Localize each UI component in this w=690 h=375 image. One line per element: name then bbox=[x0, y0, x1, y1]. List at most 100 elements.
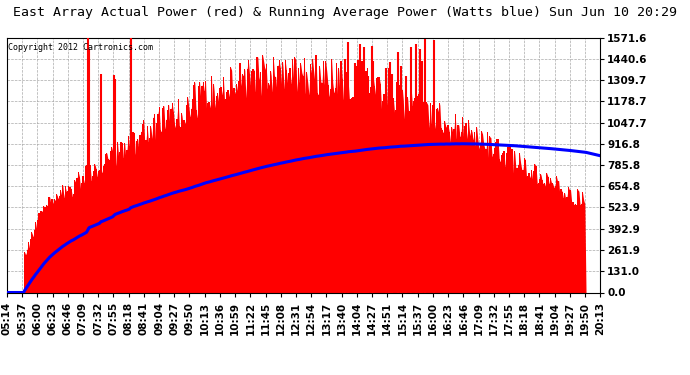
Bar bbox=[356, 66, 357, 292]
Bar bbox=[164, 129, 166, 292]
Bar bbox=[312, 58, 313, 292]
Bar bbox=[506, 153, 507, 292]
Bar bbox=[394, 113, 395, 292]
Bar bbox=[482, 134, 483, 292]
Bar bbox=[293, 78, 294, 292]
Bar bbox=[425, 112, 426, 292]
Bar bbox=[148, 142, 149, 292]
Bar bbox=[415, 44, 417, 292]
Bar bbox=[269, 86, 270, 292]
Bar bbox=[348, 99, 350, 292]
Bar bbox=[177, 99, 179, 292]
Bar bbox=[213, 84, 215, 292]
Bar bbox=[129, 146, 130, 292]
Bar bbox=[526, 178, 527, 292]
Bar bbox=[253, 69, 254, 292]
Bar bbox=[437, 108, 438, 292]
Bar bbox=[484, 149, 486, 292]
Bar bbox=[452, 134, 453, 292]
Bar bbox=[215, 96, 217, 292]
Bar bbox=[450, 141, 451, 292]
Bar bbox=[481, 131, 482, 292]
Bar bbox=[182, 123, 184, 292]
Bar bbox=[146, 141, 147, 292]
Bar bbox=[545, 186, 546, 292]
Bar bbox=[319, 66, 320, 292]
Bar bbox=[540, 174, 542, 292]
Bar bbox=[326, 71, 327, 292]
Bar bbox=[391, 86, 392, 292]
Bar bbox=[440, 128, 442, 292]
Bar bbox=[162, 108, 164, 292]
Bar bbox=[136, 141, 137, 292]
Bar bbox=[355, 63, 356, 292]
Bar bbox=[289, 69, 290, 292]
Bar bbox=[207, 103, 208, 292]
Bar bbox=[279, 60, 280, 292]
Bar bbox=[184, 120, 185, 292]
Bar bbox=[335, 88, 336, 292]
Bar bbox=[573, 205, 575, 292]
Bar bbox=[270, 70, 271, 292]
Bar bbox=[281, 85, 282, 292]
Bar bbox=[306, 72, 307, 292]
Bar bbox=[267, 88, 268, 292]
Bar bbox=[154, 114, 155, 292]
Bar bbox=[255, 92, 256, 292]
Bar bbox=[519, 153, 520, 292]
Bar bbox=[249, 74, 250, 292]
Bar bbox=[508, 147, 509, 292]
Bar bbox=[572, 202, 573, 292]
Bar bbox=[373, 77, 374, 292]
Bar bbox=[211, 76, 212, 292]
Bar bbox=[412, 106, 413, 292]
Bar bbox=[161, 132, 162, 292]
Bar bbox=[99, 170, 100, 292]
Bar bbox=[86, 165, 87, 292]
Bar bbox=[553, 188, 555, 292]
Bar bbox=[401, 118, 402, 292]
Bar bbox=[368, 106, 369, 292]
Bar bbox=[560, 189, 562, 292]
Bar bbox=[93, 171, 95, 292]
Bar bbox=[239, 63, 241, 292]
Bar bbox=[87, 166, 88, 292]
Bar bbox=[535, 166, 537, 292]
Bar bbox=[486, 132, 488, 292]
Bar bbox=[220, 87, 221, 292]
Bar bbox=[156, 123, 157, 292]
Bar bbox=[470, 136, 471, 292]
Bar bbox=[119, 152, 121, 292]
Bar bbox=[79, 177, 80, 292]
Bar bbox=[491, 156, 493, 292]
Bar bbox=[532, 179, 533, 292]
Bar bbox=[224, 100, 225, 292]
Bar bbox=[244, 69, 246, 292]
Bar bbox=[350, 99, 351, 292]
Bar bbox=[363, 69, 364, 292]
Bar bbox=[128, 136, 129, 292]
Bar bbox=[407, 97, 408, 292]
Bar bbox=[439, 104, 440, 292]
Bar bbox=[396, 82, 397, 292]
Bar bbox=[116, 166, 117, 292]
Bar bbox=[121, 143, 123, 292]
Bar bbox=[324, 84, 325, 292]
Bar bbox=[66, 192, 67, 292]
Bar bbox=[422, 102, 424, 292]
Bar bbox=[199, 82, 200, 292]
Bar bbox=[428, 128, 430, 292]
Bar bbox=[24, 252, 26, 292]
Bar bbox=[364, 88, 366, 292]
Bar bbox=[264, 70, 266, 292]
Bar bbox=[550, 178, 551, 292]
Bar bbox=[290, 84, 292, 292]
Bar bbox=[92, 176, 93, 292]
Bar bbox=[420, 108, 422, 292]
Bar bbox=[274, 76, 275, 292]
Bar bbox=[288, 74, 289, 292]
Bar bbox=[104, 164, 105, 292]
Bar bbox=[273, 57, 274, 292]
Bar bbox=[77, 178, 78, 292]
Bar bbox=[330, 89, 331, 292]
